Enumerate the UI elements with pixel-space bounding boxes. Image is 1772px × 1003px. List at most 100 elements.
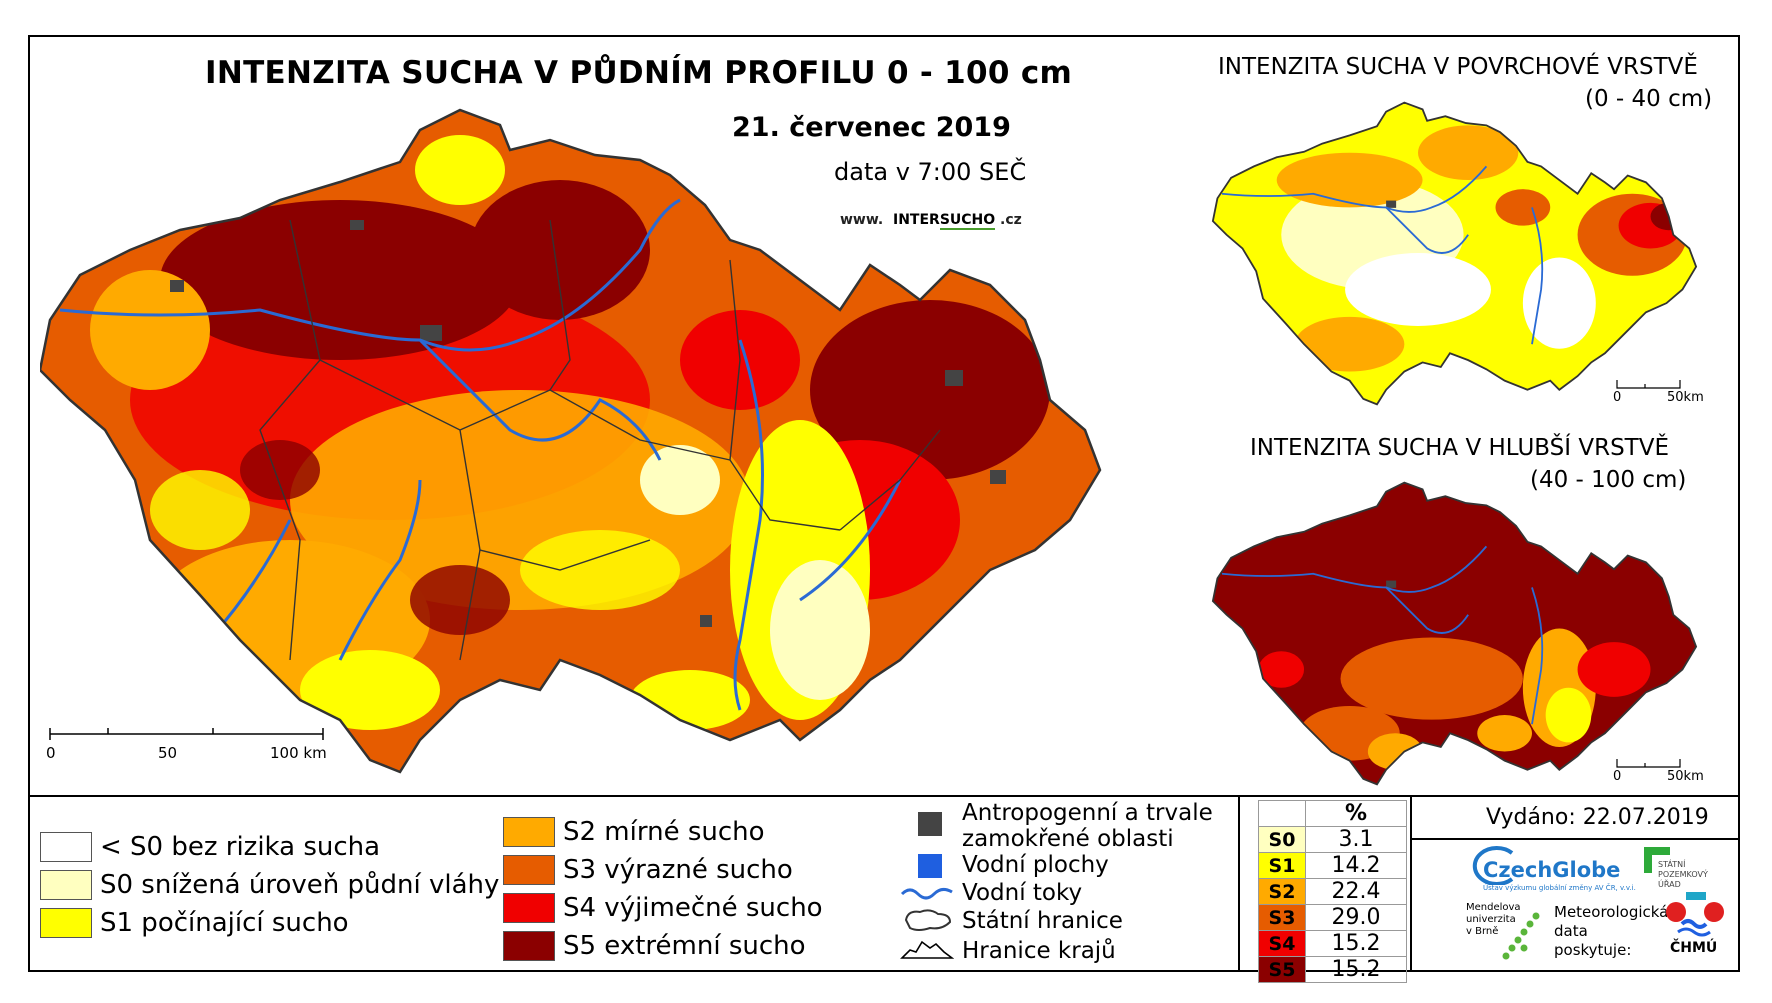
scale-bar-graphic <box>49 728 324 740</box>
stats-code: S5 <box>1258 956 1306 983</box>
stats-row: S4 15.2 <box>1258 930 1407 957</box>
inset-bottom-title: INTENZITA SUCHA V HLUBŠÍ VRSTVĚ <box>1250 435 1669 461</box>
river-symbol <box>900 887 953 900</box>
stats-header-percent: % <box>1305 800 1407 827</box>
legend-class-s2: S2 mírné sucho <box>503 817 765 847</box>
legend-class-s4: S4 výjimečné sucho <box>503 893 823 923</box>
stats-code: S3 <box>1258 904 1306 931</box>
mendel-line-3: v Brně <box>1466 926 1499 937</box>
meteo-line-2: data <box>1554 922 1588 940</box>
scale-label-100: 100 km <box>270 744 327 762</box>
czechglobe-subtitle: Ústav výzkumu globální změny AV ČR, v.v.… <box>1483 884 1636 892</box>
issued-left-divider <box>1410 795 1412 972</box>
main-drought-map <box>40 108 1102 774</box>
legend-class-below-s0: < S0 bez rizika sucha <box>40 832 380 862</box>
inset-top-scale-0: 0 <box>1613 390 1622 405</box>
legend-label: S2 mírné sucho <box>563 817 765 847</box>
legend-class-s3: S3 výrazné sucho <box>503 855 793 885</box>
scale-label-50: 50 <box>158 744 178 762</box>
state-border-symbol <box>904 909 952 931</box>
legend-label: S3 výrazné sucho <box>563 855 793 885</box>
legend-label: S0 snížená úroveň půdní vláhy <box>100 870 500 900</box>
inset-bottom-scale-graphic <box>1616 759 1681 768</box>
inset-top-scale-graphic <box>1616 380 1681 389</box>
stats-value: 29.0 <box>1305 904 1407 931</box>
stats-value: 22.4 <box>1305 878 1407 905</box>
swatch-s1 <box>40 908 92 938</box>
stats-value: 14.2 <box>1305 852 1407 879</box>
stats-row: S3 29.0 <box>1258 904 1407 931</box>
map-frame <box>28 35 1740 972</box>
czechglobe-logo-icon <box>1472 846 1514 885</box>
anthro-label-2: zamokřené oblasti <box>962 826 1174 852</box>
legend-label: S4 výjimečné sucho <box>563 893 823 923</box>
mendel-logo-icon <box>1502 912 1540 960</box>
stats-header-blank <box>1258 800 1306 827</box>
website-link[interactable]: www. INTERSUCHO .cz <box>840 212 1022 230</box>
stats-code: S2 <box>1258 878 1306 905</box>
inset-top-title: INTENZITA SUCHA V POVRCHOVÉ VRSTVĚ <box>1218 54 1698 80</box>
swatch-s3 <box>503 855 555 885</box>
website-prefix: www. <box>840 212 884 228</box>
legend-divider <box>28 795 1740 797</box>
inset-bottom-scale-0: 0 <box>1613 769 1622 784</box>
legend-class-s5: S5 extrémní sucho <box>503 931 806 961</box>
website-brand-a: INTER <box>892 212 940 228</box>
water-bodies-label: Vodní plochy <box>962 852 1109 878</box>
chmu-logo-icon <box>1666 892 1724 937</box>
stats-row: S1 14.2 <box>1258 852 1407 879</box>
chmu-logo-text: ČHMÚ <box>1670 940 1718 956</box>
legend-label: S1 počínající sucho <box>100 908 349 938</box>
region-border-label: Hranice krajů <box>962 938 1116 964</box>
data-time: data v 7:00 SEČ <box>834 158 1027 186</box>
inset-top-subtitle: (0 - 40 cm) <box>1585 86 1713 112</box>
meteo-line-1: Meteorologická <box>1554 903 1669 921</box>
rivers-label: Vodní toky <box>962 880 1083 906</box>
inset-bottom-map <box>1211 481 1698 786</box>
spu-line-2: POZEMKOVÝ <box>1658 870 1708 879</box>
inset-top-map <box>1211 101 1698 406</box>
anthropogenic-area-symbol <box>918 812 942 836</box>
stats-row: S0 3.1 <box>1258 826 1407 853</box>
stats-row: S2 22.4 <box>1258 878 1407 905</box>
swatch-s2 <box>503 817 555 847</box>
swatch-s0 <box>40 870 92 900</box>
map-date: 21. červenec 2019 <box>732 112 1011 143</box>
stats-value: 15.2 <box>1305 956 1407 983</box>
stats-value: 3.1 <box>1305 826 1407 853</box>
czechglobe-logo: CzechGlobe <box>1483 858 1621 882</box>
legend-label: S5 extrémní sucho <box>563 931 806 961</box>
swatch-s4 <box>503 893 555 923</box>
issued-divider <box>1410 838 1740 840</box>
stats-row: S5 15.2 <box>1258 956 1407 983</box>
meteo-line-3: poskytuje: <box>1554 941 1632 959</box>
water-body-symbol <box>918 854 942 878</box>
inset-bottom-scale-50: 50km <box>1667 769 1704 784</box>
mendel-line-1: Mendelova <box>1466 902 1521 913</box>
legend-class-s1: S1 počínající sucho <box>40 908 349 938</box>
spu-logo-icon <box>1644 847 1670 873</box>
stats-code: S4 <box>1258 930 1306 957</box>
stats-code: S1 <box>1258 852 1306 879</box>
map-title: INTENZITA SUCHA V PŮDNÍM PROFILU 0 - 100… <box>205 55 1073 91</box>
inset-top-scale-50: 50km <box>1667 390 1704 405</box>
region-border-symbol <box>900 940 954 959</box>
anthro-label-1: Antropogenní a trvale <box>962 800 1213 826</box>
legend-class-s0: S0 snížená úroveň půdní vláhy <box>40 870 499 900</box>
website-suffix: .cz <box>1000 212 1022 228</box>
stats-value: 15.2 <box>1305 930 1407 957</box>
stats-left-divider <box>1238 795 1240 972</box>
scale-label-0: 0 <box>46 744 56 762</box>
mendel-line-2: univerzita <box>1466 914 1516 925</box>
inset-bottom-subtitle: (40 - 100 cm) <box>1530 467 1687 493</box>
website-brand-b: SUCHO <box>939 212 996 230</box>
drought-stats-table: % S0 3.1 S1 14.2 S2 22.4 S3 29.0 S4 15.2… <box>1258 800 1407 983</box>
spu-line-1: STÁTNÍ <box>1658 860 1686 869</box>
swatch-s5 <box>503 931 555 961</box>
issued-date: Vydáno: 22.07.2019 <box>1486 805 1709 830</box>
spu-line-3: ÚŘAD <box>1658 880 1681 889</box>
stats-code: S0 <box>1258 826 1306 853</box>
swatch-below-s0 <box>40 832 92 862</box>
legend-label: < S0 bez rizika sucha <box>100 832 381 862</box>
state-border-label: Státní hranice <box>962 908 1123 934</box>
